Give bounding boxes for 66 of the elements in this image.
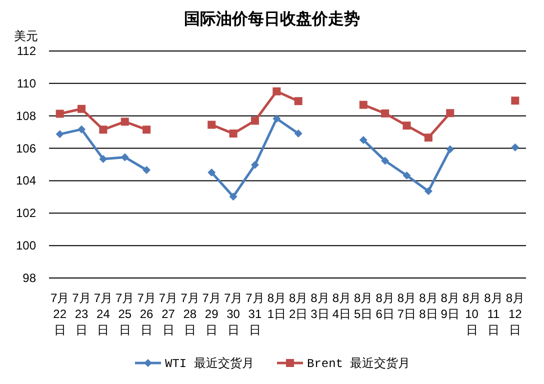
point (511, 143, 520, 152)
point (511, 96, 520, 105)
x-tick-label: 8月12日 (506, 291, 525, 337)
point (120, 118, 129, 126)
point (78, 104, 86, 113)
y-tick-label: 104 (16, 174, 36, 188)
point (142, 126, 151, 134)
point (208, 120, 216, 129)
x-tick-label: 8月5日 (354, 291, 373, 321)
x-tick-label: 8月10日 (462, 291, 482, 337)
y-tick-label: 110 (16, 76, 36, 90)
x-tick-label: 8月9日 (440, 291, 460, 321)
point (99, 126, 108, 134)
y-tick-label: 98 (22, 271, 36, 285)
x-tick-label: 7月24日 (94, 291, 113, 337)
point (272, 114, 281, 123)
point (359, 100, 368, 109)
point (446, 145, 454, 154)
point (402, 122, 411, 130)
point (99, 154, 108, 163)
y-tick-label: 112 (16, 44, 36, 58)
point (56, 130, 64, 138)
x-tick-label: 7月26日 (137, 291, 156, 337)
y-axis-title: 美元 (14, 29, 38, 43)
point (208, 168, 216, 176)
x-tick-label: 7月28日 (180, 291, 200, 337)
point (381, 109, 390, 118)
x-tick-label: 7月23日 (72, 291, 91, 337)
y-tick-label: 106 (16, 141, 36, 156)
point (78, 125, 86, 134)
y-tick-label: 108 (16, 108, 36, 123)
point (424, 134, 432, 142)
point (120, 153, 129, 162)
legend-label: WTI 最近交货月 (165, 356, 254, 371)
x-tick-label: 7月29日 (202, 291, 221, 337)
point (446, 109, 454, 118)
y-tick-label: 102 (16, 206, 36, 220)
x-tick-label: 7月27日 (158, 291, 178, 337)
point (250, 116, 259, 125)
x-tick-label: 8月4日 (332, 291, 352, 321)
point (381, 156, 390, 165)
x-tick-label: 7月22日 (50, 291, 70, 337)
x-tick-label: 8月6日 (376, 291, 394, 321)
x-tick-label: 8月8日 (419, 291, 438, 321)
point (424, 187, 432, 196)
point (229, 192, 238, 201)
point (272, 87, 281, 96)
legend-label: Brent 最近交货月 (307, 356, 410, 371)
point (229, 130, 238, 138)
x-tick-label: 8月1日 (267, 291, 286, 321)
chart-title: 国际油价每日收盘价走势 (184, 10, 360, 28)
point (359, 136, 368, 144)
x-tick-label: 8月11日 (484, 291, 503, 337)
point (294, 97, 302, 106)
point (402, 172, 411, 180)
point (250, 160, 259, 169)
point (142, 166, 151, 174)
x-tick-label: 8月2日 (288, 291, 308, 321)
x-tick-label: 8月7日 (397, 291, 416, 321)
x-tick-label: 7月30日 (224, 291, 243, 337)
y-tick-label: 100 (16, 238, 36, 253)
x-tick-label: 7月31日 (246, 291, 264, 337)
point (56, 110, 64, 118)
point (294, 130, 302, 138)
x-tick-label: 8月3日 (310, 291, 330, 321)
x-tick-label: 7月25日 (116, 291, 134, 337)
